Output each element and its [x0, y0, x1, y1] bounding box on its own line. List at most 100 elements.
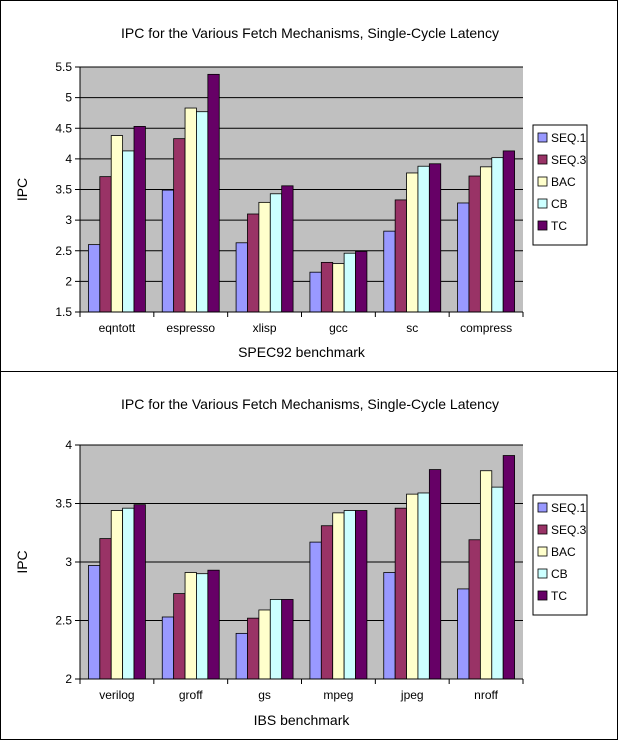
bar-tc-gs [281, 599, 294, 680]
legend-swatch [537, 154, 548, 165]
chart-spec92: IPC for the Various Fetch Mechanisms, Si… [14, 25, 588, 360]
bar-bac-eqntott [110, 135, 124, 313]
bar-seq3-verilog [99, 538, 112, 680]
bar-bac-compress [479, 166, 493, 313]
y-tick-label: 3.5 [55, 497, 72, 511]
chart-panel-ibs: IPC for the Various Fetch Mechanisms, Si… [0, 371, 618, 740]
bar-seq1-sc [383, 230, 396, 313]
legend-label: SEQ.1 [551, 501, 587, 515]
bar-cb-compress [491, 157, 504, 313]
bar-bac-nroff [479, 470, 493, 680]
bar-tc-mpeg [355, 510, 368, 680]
chart-panel-spec92: IPC for the Various Fetch Mechanisms, Si… [0, 0, 618, 372]
legend-label: SEQ.1 [551, 131, 587, 145]
legend-swatch [537, 176, 548, 187]
legend-swatch [537, 220, 548, 231]
bar-bac-xlisp [258, 201, 271, 313]
bar-bac-espresso [184, 107, 197, 313]
bar-tc-xlisp [281, 185, 294, 313]
bar-tc-gcc [355, 250, 368, 313]
legend: SEQ.1 SEQ.3 BAC CB TC [532, 124, 588, 246]
chart-title: IPC for the Various Fetch Mechanisms, Si… [121, 396, 499, 412]
bar-cb-verilog [122, 507, 135, 680]
bar-seq3-nroff [468, 539, 481, 680]
bar-seq3-eqntott [99, 176, 112, 313]
bar-tc-nroff [502, 455, 515, 680]
legend-label: TC [551, 589, 567, 603]
bar-tc-espresso [207, 73, 220, 313]
bar-bac-verilog [110, 510, 124, 680]
bar-seq3-compress [468, 175, 481, 313]
bar-cb-nroff [491, 486, 504, 680]
bar-tc-groff [207, 569, 220, 680]
bar-cb-espresso [196, 111, 209, 313]
chart-title: IPC for the Various Fetch Mechanisms, Si… [121, 25, 499, 41]
y-tick-label: 1.5 [55, 305, 72, 319]
legend-label: CB [551, 197, 568, 211]
x-tick-label: sc [406, 321, 418, 335]
bar-seq3-gs [247, 617, 260, 680]
x-tick-label: groff [179, 688, 203, 702]
y-tick-label: 4 [65, 438, 72, 452]
x-axis-label: IBS benchmark [254, 712, 351, 728]
y-axis-label: IPC [14, 178, 30, 201]
bar-seq1-eqntott [88, 244, 101, 313]
y-tick-label: 4.5 [55, 121, 72, 135]
bar-seq1-gs [235, 632, 248, 680]
legend-label: SEQ.3 [551, 523, 587, 537]
legend-swatch [537, 546, 548, 557]
y-tick-label: 3 [65, 555, 72, 569]
x-tick-label: mpeg [323, 688, 353, 702]
bar-tc-compress [502, 150, 515, 313]
x-axis-label: SPEC92 benchmark [238, 344, 366, 360]
bar-seq3-xlisp [247, 213, 260, 313]
y-tick-label: 2.5 [55, 244, 72, 258]
x-tick-label: gcc [329, 321, 348, 335]
bar-seq1-nroff [457, 588, 470, 680]
bar-tc-jpeg [428, 469, 442, 680]
y-tick-label: 5 [65, 91, 72, 105]
x-tick-label: xlisp [253, 321, 277, 335]
bar-cb-groff [196, 573, 209, 680]
y-axis-label: IPC [14, 550, 30, 573]
bar-seq1-verilog [88, 565, 101, 680]
bar-seq1-groff [161, 616, 175, 680]
bar-seq1-xlisp [235, 242, 248, 313]
y-tick-label: 3.5 [55, 183, 72, 197]
legend-label: CB [551, 567, 568, 581]
bar-tc-sc [428, 163, 442, 313]
bar-bac-gs [258, 609, 271, 680]
x-tick-label: nroff [474, 688, 498, 702]
bar-seq3-espresso [173, 138, 186, 313]
bar-bac-groff [184, 572, 197, 680]
legend-swatch [537, 198, 548, 209]
bar-tc-eqntott [133, 126, 146, 313]
bar-seq1-gcc [309, 271, 322, 313]
legend-label: TC [551, 219, 567, 233]
y-tick-label: 2.5 [55, 614, 72, 628]
bar-tc-verilog [133, 504, 146, 680]
legend-swatch [537, 590, 548, 601]
legend-swatch [537, 568, 548, 579]
legend-label: BAC [551, 545, 576, 559]
x-tick-label: jpeg [400, 688, 424, 702]
bar-seq3-sc [394, 199, 407, 313]
legend-swatch [537, 502, 548, 513]
bar-cb-gs [269, 599, 283, 680]
bar-seq1-jpeg [383, 572, 396, 680]
y-tick-label: 2 [65, 672, 72, 686]
bar-seq3-jpeg [394, 507, 407, 680]
bar-cb-gcc [343, 252, 356, 313]
chart-ibs: IPC for the Various Fetch Mechanisms, Si… [14, 396, 588, 728]
bar-bac-mpeg [332, 512, 345, 680]
x-tick-label: espresso [166, 321, 215, 335]
bar-seq3-gcc [320, 261, 334, 313]
legend-swatch [537, 132, 548, 143]
bar-cb-jpeg [417, 492, 430, 680]
bar-cb-eqntott [122, 150, 135, 313]
bar-seq1-mpeg [309, 541, 322, 680]
bar-seq1-compress [457, 202, 470, 313]
legend: SEQ.1 SEQ.3 BAC CB TC [532, 494, 588, 616]
x-tick-label: eqntott [99, 321, 136, 335]
bar-cb-xlisp [269, 193, 283, 313]
